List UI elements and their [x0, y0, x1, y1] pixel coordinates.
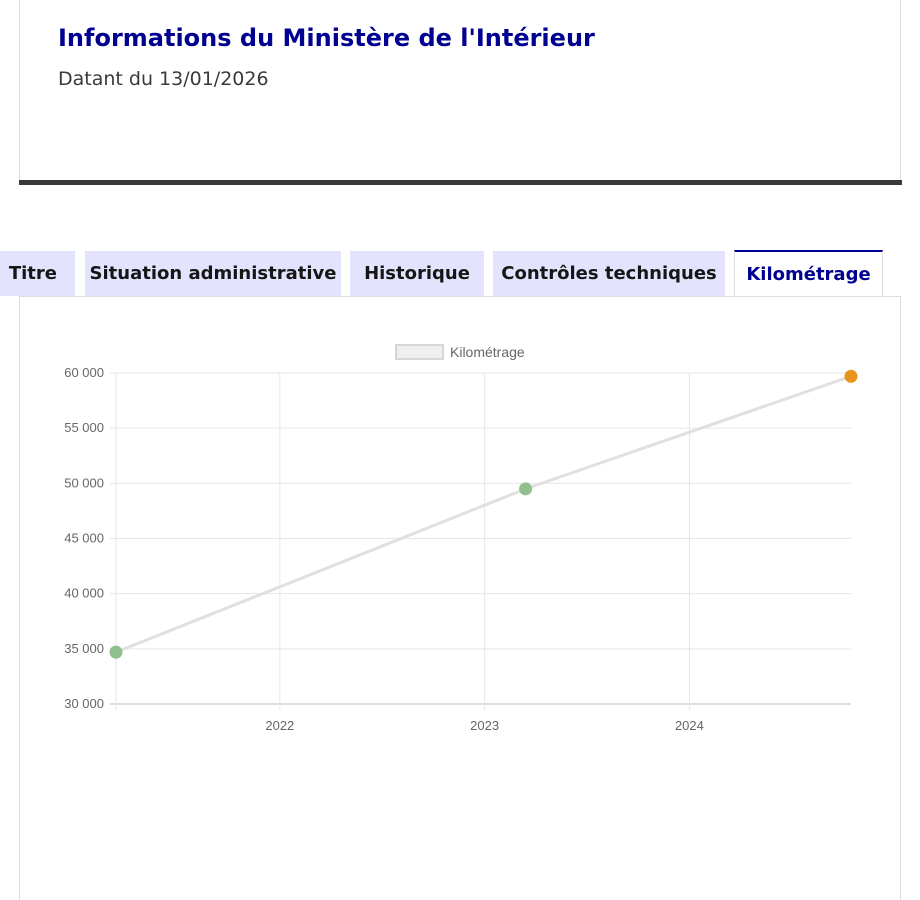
series-line — [115, 374, 852, 654]
data-point — [109, 645, 123, 659]
y-tick-label: 50 000 — [64, 475, 104, 490]
tab-historique[interactable]: Historique — [350, 251, 484, 296]
data-point — [844, 369, 858, 383]
kilometrage-panel: 30 000 35 000 40 000 45 000 50 000 55 000 60 0… — [19, 296, 901, 900]
info-card: Informations du Ministère de l'Intérieur… — [19, 0, 901, 182]
y-tick-label: 45 000 — [64, 531, 104, 546]
y-tick-label: 60 000 — [64, 365, 104, 380]
tab-kilometrage[interactable]: Kilométrage — [734, 250, 883, 297]
y-tick-label: 30 000 — [64, 696, 104, 711]
data-point — [519, 482, 533, 496]
y-tick-label: 55 000 — [64, 420, 104, 435]
x-tick-label: 2024 — [675, 718, 704, 733]
x-tick-label: 2022 — [265, 718, 294, 733]
tab-titre[interactable]: Titre — [0, 251, 75, 296]
y-tick-label: 35 000 — [64, 641, 104, 656]
page-title: Informations du Ministère de l'Intérieur — [58, 24, 595, 52]
tab-situation-administrative[interactable]: Situation administrative — [85, 251, 341, 296]
kilometrage-chart: 30 000 35 000 40 000 45 000 50 000 55 000 60 0… — [64, 344, 858, 733]
legend-label: Kilométrage — [450, 344, 525, 360]
tab-controles-techniques[interactable]: Contrôles techniques — [493, 251, 725, 296]
y-tick-label: 40 000 — [64, 586, 104, 601]
x-tick-label: 2023 — [470, 718, 499, 733]
legend-swatch — [395, 344, 444, 360]
card-divider — [19, 180, 902, 185]
date-line: Datant du 13/01/2026 — [58, 68, 269, 90]
